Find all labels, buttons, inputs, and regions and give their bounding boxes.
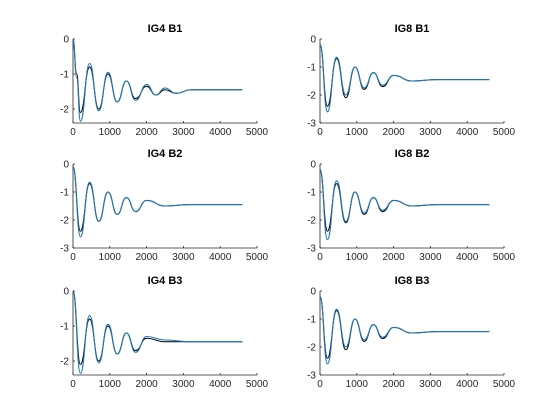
x-tick-label: 1000: [99, 252, 122, 263]
x-tick-label: 5000: [493, 127, 516, 138]
x-tick-label: 0: [70, 127, 76, 138]
y-tick-label: 0: [63, 160, 69, 171]
y-tick-label: -3: [307, 119, 316, 130]
y-tick-label: -3: [307, 244, 316, 255]
series-line-1: [72, 290, 243, 366]
x-tick-label: 1000: [346, 127, 369, 138]
y-tick-label: 0: [310, 287, 316, 298]
y-tick-label: 0: [63, 287, 69, 298]
subplot-2: IG8 B1 0 1000 2000 3000 4000 5000 -3 -2 -1 0: [307, 23, 515, 138]
x-tick-label: 3000: [419, 252, 442, 263]
series-line-2: [72, 166, 243, 238]
y-tick-label: -3: [60, 244, 69, 255]
x-tick-label: 3000: [172, 379, 195, 390]
x-tick-label: 5000: [246, 379, 269, 390]
y-tick-label: 0: [310, 35, 316, 46]
series-line-2: [319, 44, 490, 113]
x-tick-label: 4000: [456, 127, 479, 138]
x-tick-label: 3000: [419, 127, 442, 138]
x-tick-label: 2000: [135, 379, 158, 390]
x-tick-label: 2000: [382, 127, 405, 138]
y-tick-label: 0: [310, 160, 316, 171]
subplot-title: IG8 B2: [395, 148, 430, 160]
y-tick-label: 0: [63, 35, 69, 46]
y-tick-label: -1: [307, 188, 316, 199]
x-tick-label: 4000: [209, 379, 232, 390]
x-tick-label: 2000: [382, 379, 405, 390]
x-tick-label: 5000: [246, 252, 269, 263]
x-tick-label: 5000: [493, 379, 516, 390]
y-tick-label: -1: [60, 322, 69, 333]
x-tick-label: 0: [317, 252, 323, 263]
x-tick-label: 4000: [456, 379, 479, 390]
y-tick-label: -1: [307, 63, 316, 74]
y-tick-label: -2: [60, 105, 69, 116]
x-tick-label: 3000: [419, 379, 442, 390]
subplot-title: IG4 B3: [148, 275, 183, 287]
y-tick-label: -3: [307, 371, 316, 382]
subplot-title: IG8 B3: [395, 275, 430, 287]
series-line-2: [72, 38, 243, 122]
series-line-2: [72, 290, 243, 374]
y-tick-label: -2: [307, 343, 316, 354]
subplot-title: IG4 B1: [148, 23, 183, 35]
series-line-2: [319, 169, 490, 241]
x-tick-label: 0: [70, 252, 76, 263]
subplot-5: IG4 B3 0 1000 2000 3000 4000 5000 -2 -1 0: [60, 275, 268, 390]
x-tick-label: 5000: [246, 127, 269, 138]
x-tick-label: 1000: [99, 127, 122, 138]
y-tick-label: -2: [307, 216, 316, 227]
subplot-4: IG8 B2 0 1000 2000 3000 4000 5000 -3 -2 -1 0: [307, 148, 515, 263]
x-tick-label: 4000: [456, 252, 479, 263]
x-tick-label: 3000: [172, 252, 195, 263]
x-tick-label: 0: [317, 127, 323, 138]
y-tick-label: -2: [60, 216, 69, 227]
subplot-title: IG4 B2: [148, 148, 183, 160]
series-line-2: [319, 296, 490, 365]
x-tick-label: 5000: [493, 252, 516, 263]
y-tick-label: -2: [307, 91, 316, 102]
x-tick-label: 0: [317, 379, 323, 390]
y-tick-label: -1: [60, 188, 69, 199]
y-tick-label: -1: [60, 70, 69, 81]
subplot-1: IG4 B1 0 1000 2000 3000 4000 5000 -2 -1 0: [60, 23, 268, 138]
x-tick-label: 3000: [172, 127, 195, 138]
x-tick-label: 4000: [209, 252, 232, 263]
x-tick-label: 1000: [346, 252, 369, 263]
x-tick-label: 2000: [135, 127, 158, 138]
y-tick-label: -2: [60, 357, 69, 368]
subplot-title: IG8 B1: [395, 23, 430, 35]
x-tick-label: 1000: [346, 379, 369, 390]
series-line-1: [72, 38, 243, 114]
x-tick-label: 2000: [382, 252, 405, 263]
series-line-1: [319, 169, 490, 232]
subplot-6: IG8 B3 0 1000 2000 3000 4000 5000 -3 -2 -1 0: [307, 275, 515, 390]
series-line-1: [319, 44, 490, 107]
subplot-3: IG4 B2 0 1000 2000 3000 4000 5000 -3 -2 -1 0: [60, 148, 268, 263]
y-tick-label: -1: [307, 315, 316, 326]
series-line-1: [319, 296, 490, 359]
x-tick-label: 2000: [135, 252, 158, 263]
x-tick-label: 0: [70, 379, 76, 390]
x-tick-label: 4000: [209, 127, 232, 138]
x-tick-label: 1000: [99, 379, 122, 390]
